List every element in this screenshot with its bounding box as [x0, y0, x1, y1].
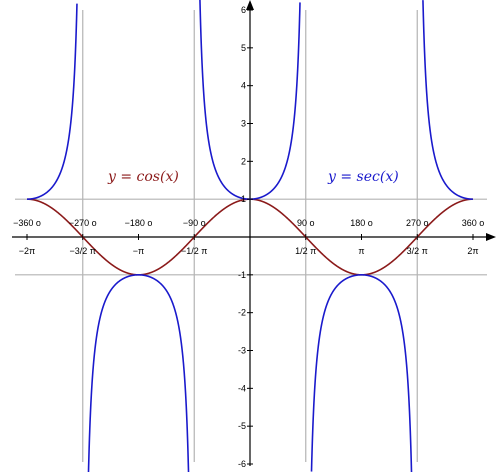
legend-cos-label: y = cos(x)	[107, 169, 179, 185]
x-tick-radian-label-4: 1/2 π	[295, 246, 316, 256]
y-tick-label-9: 4	[241, 81, 246, 91]
y-tick-label-1: -5	[238, 421, 246, 431]
x-tick-radian-label-5: π	[358, 246, 364, 256]
ticks: -6 -5 -4 -3 -2 -1 1 2 3 4 5 6 −2π −360 o −3/2 π −270 o −…	[13, 5, 484, 469]
legend-sec-label: y = sec(x)	[327, 169, 399, 185]
y-tick-label-7: 2	[241, 156, 246, 166]
axes	[12, 0, 496, 466]
y-tick-label-11: 6	[241, 5, 246, 15]
x-tick-degree-label-3: −90 o	[183, 218, 206, 228]
x-tick-radian-label-6: 3/2 π	[407, 246, 428, 256]
legend: y = cos(x) y = sec(x)	[107, 169, 399, 185]
y-tick-label-8: 3	[241, 119, 246, 129]
x-axis-arrow	[486, 233, 496, 241]
x-tick-degree-label-5: 180 o	[350, 218, 373, 228]
y-tick-label-10: 5	[241, 43, 246, 53]
sec-curve-segment-1	[87, 274, 190, 472]
x-tick-degree-label-2: −180 o	[125, 218, 153, 228]
y-axis-arrow	[246, 0, 254, 10]
sec-curve-segment-4	[422, 0, 473, 200]
reference-lines	[15, 10, 487, 462]
x-tick-degree-label-6: 270 o	[406, 218, 429, 228]
sec-curve-segment-0	[27, 3, 78, 200]
sec-curve-segment-3	[310, 274, 413, 472]
x-tick-radian-label-3: −1/2 π	[181, 246, 207, 256]
x-tick-radian-label-7: 2π	[467, 246, 478, 256]
y-tick-label-3: -3	[238, 346, 246, 356]
y-tick-label-5: -1	[238, 270, 246, 280]
x-tick-degree-label-7: 360 o	[462, 218, 485, 228]
x-tick-radian-label-0: −2π	[19, 246, 35, 256]
x-tick-degree-label-0: −360 o	[13, 218, 41, 228]
y-tick-label-4: -2	[238, 308, 246, 318]
x-tick-degree-label-1: −270 o	[69, 218, 97, 228]
y-tick-label-6: 1	[241, 194, 246, 204]
x-tick-radian-label-1: −3/2 π	[70, 246, 96, 256]
x-tick-radian-label-2: −π	[133, 246, 144, 256]
y-tick-label-0: -6	[238, 459, 246, 469]
x-tick-degree-label-4: 90 o	[297, 218, 315, 228]
y-tick-label-2: -4	[238, 383, 246, 393]
